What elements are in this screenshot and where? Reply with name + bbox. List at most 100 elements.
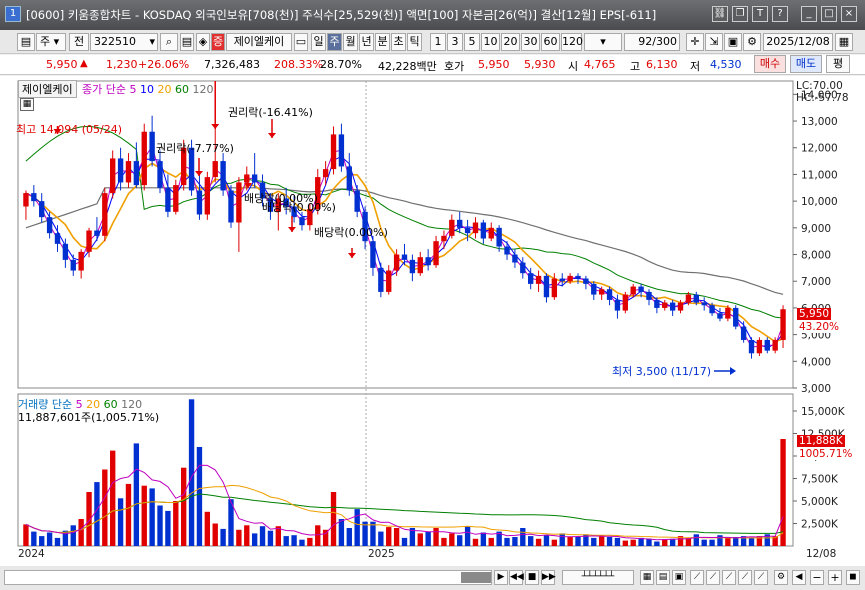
search-icon[interactable]: ⌕ <box>160 33 178 51</box>
high-annotation: 최고 14,094 (05/24) <box>16 123 123 136</box>
candle-body <box>630 286 636 295</box>
volume-bar <box>764 534 770 546</box>
draw-tool-icon-2[interactable]: ⟋ <box>706 570 720 585</box>
period-tab-3[interactable]: 년 <box>359 33 374 51</box>
chart-type-icon[interactable]: ▤ <box>17 33 35 51</box>
zoom-slider[interactable]: ┴┴┴┴┴┴ <box>562 570 634 585</box>
stock-code-input[interactable]: 322510 ▾ <box>90 33 158 51</box>
eval-button[interactable]: 평 <box>826 55 850 73</box>
grid-toggle-icon[interactable]: ▦ <box>640 570 654 585</box>
prev-button[interactable]: 전 <box>69 33 89 51</box>
count-input[interactable]: 92/300 <box>624 33 680 51</box>
interval-select[interactable]: ▾ <box>584 33 622 51</box>
capture-icon[interactable]: ▣ <box>672 570 686 585</box>
div-annotation-2: 배당락(0.00%) <box>262 201 336 214</box>
settings-icon[interactable]: ⚙ <box>774 570 788 585</box>
calendar-icon[interactable]: ▦ <box>835 33 853 51</box>
period-tab-6[interactable]: 틱 <box>407 33 422 51</box>
candle-body <box>307 209 313 226</box>
grid-icon[interactable]: ▦ <box>20 98 34 111</box>
volume-bar <box>78 519 84 546</box>
volume-bar <box>346 528 352 546</box>
mode-select[interactable]: 주 ▾ <box>36 33 66 51</box>
period-tab-4[interactable]: 분 <box>375 33 390 51</box>
interval-button-4[interactable]: 20 <box>501 33 520 51</box>
price-tick-label: 7,000 <box>801 276 831 288</box>
volume-bar <box>267 530 274 546</box>
div-annotation-1: 배당락(0.00%) <box>244 192 318 205</box>
candle-body <box>693 294 699 303</box>
lock-icon[interactable]: ▭ <box>294 33 308 51</box>
zoom-in-icon[interactable]: + <box>828 570 842 585</box>
volume-bar <box>457 535 463 546</box>
stock-label: 제이엘케이 <box>18 80 77 98</box>
help-icon[interactable]: ? <box>772 6 788 22</box>
scroll-right-button[interactable]: ▶ <box>494 570 508 585</box>
volume-bar <box>220 528 226 546</box>
candle-body <box>149 131 155 162</box>
count-total: /300 <box>652 35 677 48</box>
draw-tool-icon-5[interactable]: ⟋ <box>754 570 768 585</box>
legend-ma120: 120 <box>192 83 214 96</box>
scroll-thumb[interactable] <box>461 572 491 583</box>
maximize-icon[interactable]: □ <box>821 6 837 22</box>
fav-icon[interactable]: ◈ <box>196 33 210 51</box>
period-tab-2[interactable]: 월 <box>343 33 358 51</box>
stop-button[interactable]: ■ <box>525 570 539 585</box>
zoom-icon[interactable]: ⇲ <box>705 33 723 51</box>
volume-bar <box>598 535 605 546</box>
buy-button[interactable]: 매수 <box>754 55 786 73</box>
pin-icon[interactable]: T <box>752 6 768 22</box>
div-annotation-3: 배당락(0.00%) <box>314 226 388 239</box>
volume-pct: 208.33% <box>274 58 323 71</box>
candle-body <box>598 289 605 295</box>
period-tab-1[interactable]: 주 <box>327 33 342 51</box>
draw-tool-icon-1[interactable]: ⟋ <box>690 570 704 585</box>
interval-button-2[interactable]: 5 <box>464 33 480 51</box>
volume-bar <box>417 533 423 546</box>
volume-bar <box>188 399 195 546</box>
period-tab-5[interactable]: 초 <box>391 33 406 51</box>
volume-bar <box>259 526 266 546</box>
volume-bar <box>449 533 455 546</box>
scroll-track[interactable] <box>4 570 492 585</box>
draw-tool-icon-4[interactable]: ⟋ <box>738 570 752 585</box>
period-tab-0[interactable]: 일 <box>311 33 326 51</box>
chart-area[interactable]: 14,000 13,000 12,000 11,000 10,000 9,000 8,000… <box>0 76 865 566</box>
candle-body <box>31 193 37 202</box>
interval-button-3[interactable]: 10 <box>481 33 500 51</box>
close-icon[interactable]: × <box>841 6 857 22</box>
volume-bar <box>622 540 629 546</box>
interval-button-7[interactable]: 120 <box>561 33 583 51</box>
save-icon[interactable]: ▣ <box>724 33 742 51</box>
candle-body <box>567 275 573 282</box>
interval-button-5[interactable]: 30 <box>521 33 540 51</box>
fit-icon[interactable]: ◼ <box>846 570 860 585</box>
volume-bar <box>535 538 542 546</box>
scroll-left-icon[interactable]: ◀ <box>792 570 806 585</box>
date-input[interactable]: 2025/12/08 <box>763 33 833 51</box>
sell-button[interactable]: 매도 <box>790 55 822 73</box>
candle-body <box>338 134 345 167</box>
minimize-icon[interactable]: _ <box>801 6 817 22</box>
menu-icon[interactable]: ▤ <box>180 33 194 51</box>
crosshair-icon[interactable]: ✛ <box>686 33 704 51</box>
candle-body <box>110 158 116 194</box>
volume-bar <box>393 528 400 546</box>
up-arrow-icon: ▲ <box>80 58 88 69</box>
interval-button-1[interactable]: 3 <box>447 33 463 51</box>
forward-button[interactable]: ▶▶ <box>541 570 556 585</box>
print-icon[interactable]: ▤ <box>656 570 670 585</box>
zoom-out-icon[interactable]: − <box>810 570 824 585</box>
interval-button-6[interactable]: 60 <box>541 33 560 51</box>
link-icon[interactable]: ⛓ <box>712 6 728 22</box>
gear-icon[interactable]: ⚙ <box>743 33 761 51</box>
interval-button-0[interactable]: 1 <box>430 33 446 51</box>
rewind-button[interactable]: ◀◀ <box>509 570 524 585</box>
rights-annotation-2: 권리락(-16.41%) <box>228 106 313 119</box>
restore-window-icon[interactable]: ❐ <box>732 6 748 22</box>
draw-tool-icon-3[interactable]: ⟋ <box>722 570 736 585</box>
volume-bar <box>378 531 384 546</box>
volume-bar <box>165 510 171 546</box>
volume-bar <box>102 469 108 546</box>
